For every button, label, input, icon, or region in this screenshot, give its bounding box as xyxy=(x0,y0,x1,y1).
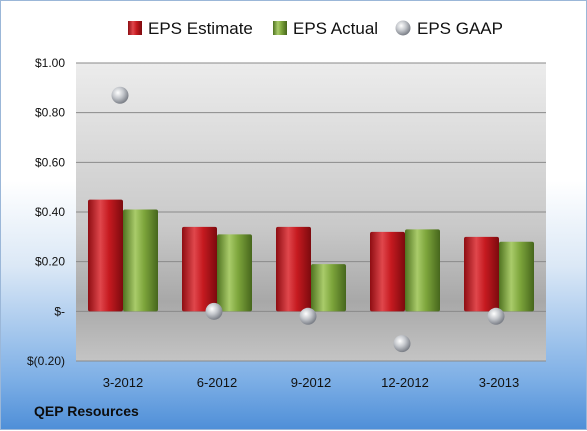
gaap-markers xyxy=(111,86,505,353)
bar-estimate xyxy=(182,226,217,312)
bar-actual xyxy=(123,209,158,312)
y-tick-label: $0.40 xyxy=(35,205,65,219)
y-tick-label: $(0.20) xyxy=(27,354,65,368)
marker-gaap xyxy=(111,86,129,104)
bar-actual xyxy=(499,241,534,312)
x-axis: 3-2012 6-2012 9-2012 12-2012 3-2013 xyxy=(103,375,519,390)
x-category-label: 9-2012 xyxy=(291,375,331,390)
bar-actual xyxy=(405,229,440,312)
x-category-label: 3-2012 xyxy=(103,375,143,390)
y-tick-label: $0.60 xyxy=(35,155,65,169)
y-tick-label: $- xyxy=(54,304,65,318)
y-tick-label: $1.00 xyxy=(35,56,65,70)
legend-label-actual: EPS Actual xyxy=(293,19,378,38)
legend-swatch-estimate xyxy=(128,21,142,35)
bar-estimate xyxy=(88,199,123,312)
x-category-label: 3-2013 xyxy=(479,375,519,390)
bar-estimate xyxy=(370,231,405,312)
marker-gaap xyxy=(205,302,223,320)
marker-gaap xyxy=(487,307,505,325)
x-category-label: 12-2012 xyxy=(381,375,429,390)
bar-actual xyxy=(311,264,346,312)
marker-gaap xyxy=(393,335,411,353)
bars xyxy=(88,199,534,312)
x-category-label: 6-2012 xyxy=(197,375,237,390)
bar-estimate xyxy=(276,226,311,312)
legend-label-estimate: EPS Estimate xyxy=(148,19,253,38)
legend: EPS Estimate EPS Actual EPS GAAP xyxy=(128,19,503,38)
y-tick-label: $0.20 xyxy=(35,255,65,269)
y-axis: $(0.20) $- $0.20 $0.40 $0.60 $0.80 $1.00 xyxy=(27,56,65,368)
bar-estimate xyxy=(464,236,499,312)
y-tick-label: $0.80 xyxy=(35,106,65,120)
legend-swatch-gaap xyxy=(395,20,411,36)
company-name: QEP Resources xyxy=(34,403,139,419)
legend-swatch-actual xyxy=(273,21,287,35)
bar-actual xyxy=(217,234,252,312)
marker-gaap xyxy=(299,307,317,325)
legend-label-gaap: EPS GAAP xyxy=(417,19,503,38)
